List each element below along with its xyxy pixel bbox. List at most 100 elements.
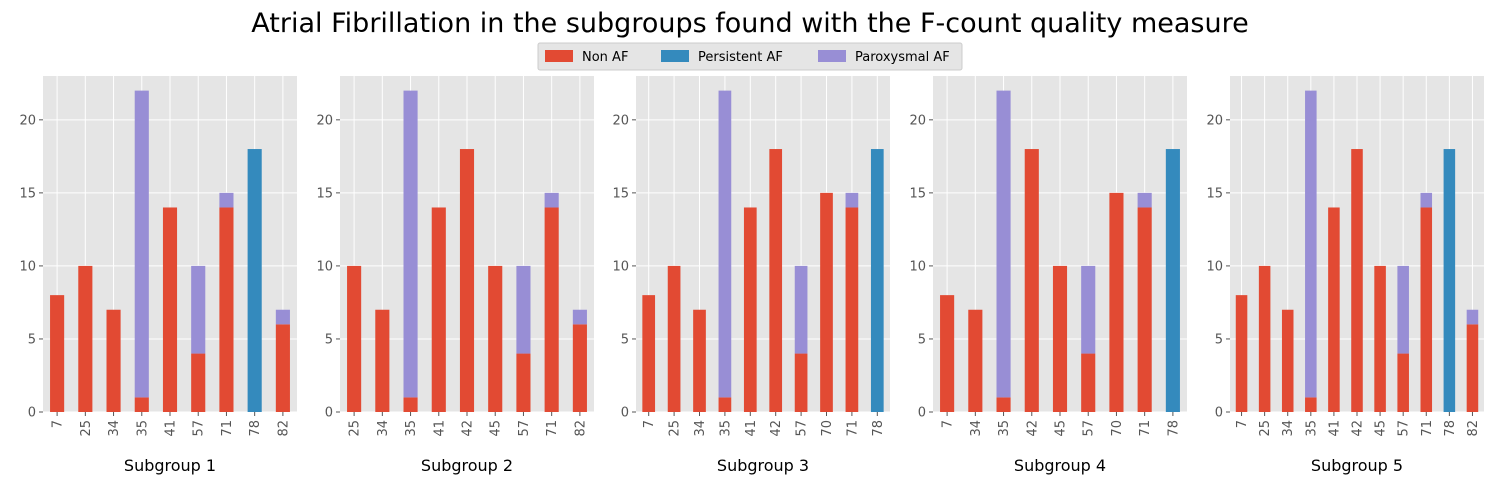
x-tick-label: 57 [1082,420,1097,437]
bar-non-af-82 [275,324,290,412]
bar-non-af-7 [1235,295,1248,412]
bar-non-af-35 [134,397,149,412]
x-tick-label: 82 [276,420,291,437]
x-tick-label: 45 [489,420,504,437]
bar-persistent-af-78 [1443,149,1456,413]
legend-entry-persistent-af: Persistent AF [661,50,783,65]
bar-non-af-45 [488,265,503,412]
x-tick-label: 41 [744,420,759,437]
bar-paroxysmal-af-82 [572,309,587,325]
bar-paroxysmal-af-57 [1397,265,1409,354]
y-tick-label: 10 [316,259,333,274]
x-tick-label: 41 [1327,420,1342,437]
y-tick-label: 15 [909,186,926,201]
x-tick-label: 82 [1466,420,1481,437]
bar-paroxysmal-af-71 [219,192,234,208]
legend-label-non-af: Non AF [582,50,628,65]
x-tick-label: 34 [969,420,984,437]
x-axis-label: Subgroup 5 [1311,456,1403,475]
bar-non-af-7 [50,295,65,412]
legend-entry-paroxysmal-af: Paroxysmal AF [818,50,950,65]
y-tick-label: 5 [1215,332,1223,347]
y-tick-label: 0 [621,406,629,421]
x-tick-label: 78 [871,420,886,437]
bar-non-af-42 [769,149,783,413]
bar-persistent-af-78 [870,149,884,413]
bar-non-af-35 [718,397,732,412]
x-axis-label: Subgroup 1 [124,456,216,475]
y-tick-label: 10 [19,259,36,274]
x-tick-label: 35 [135,420,150,437]
bar-non-af-57 [191,353,206,412]
x-tick-label: 82 [573,420,588,437]
bar-paroxysmal-af-35 [718,90,732,398]
bar-non-af-41 [1328,207,1340,412]
y-tick-label: 10 [909,259,926,274]
bar-non-af-25 [347,265,362,412]
x-tick-label: 34 [376,420,391,437]
x-tick-label: 34 [107,420,122,437]
x-tick-label: 7 [642,420,657,428]
bar-paroxysmal-af-57 [516,265,531,354]
y-tick-label: 5 [325,332,333,347]
x-tick-label: 7 [941,420,956,428]
bar-non-af-34 [375,309,390,412]
y-tick-label: 10 [1206,259,1223,274]
bar-paroxysmal-af-82 [275,309,290,325]
bar-non-af-25 [1258,265,1271,412]
bar-non-af-57 [516,353,531,412]
bar-non-af-34 [968,309,983,412]
x-tick-label: 57 [795,420,810,437]
x-tick-label: 57 [517,420,532,437]
x-tick-label: 35 [404,420,419,437]
bar-non-af-34 [1281,309,1294,412]
bar-non-af-35 [996,397,1011,412]
bar-non-af-42 [1351,149,1363,413]
bar-paroxysmal-af-57 [794,265,808,354]
legend-swatch-persistent-af [661,50,689,62]
y-tick-label: 20 [19,113,36,128]
y-tick-label: 15 [612,186,629,201]
panel-3: 0 5 10 15 20 7 25 34 35 41 42 57 70 71 78 Subgroup 3 [612,76,890,475]
bar-non-af-70 [1109,192,1124,412]
y-tick-label: 0 [325,406,333,421]
x-tick-label: 70 [1110,420,1125,437]
y-tick-label: 20 [612,113,629,128]
legend: Non AF Persistent AF Paroxysmal AF [537,42,963,71]
bar-paroxysmal-af-71 [1137,192,1152,208]
bar-non-af-42 [1024,149,1039,413]
bar-non-af-25 [667,265,681,412]
x-tick-label: 41 [432,420,447,437]
y-tick-label: 0 [918,406,926,421]
bar-non-af-71 [544,207,559,412]
bar-non-af-35 [1305,397,1317,412]
bar-paroxysmal-af-57 [191,265,206,354]
bar-non-af-57 [1081,353,1096,412]
legend-entry-non-af: Non AF [545,50,628,65]
bar-paroxysmal-af-57 [1081,265,1096,354]
x-tick-label: 71 [545,420,560,437]
chart-title: Atrial Fibrillation in the subgroups fou… [251,8,1248,39]
y-tick-label: 5 [918,332,926,347]
panel-5: 0 5 10 15 20 7 25 34 35 41 42 45 57 71 78 82 Subgroup 5 [1206,76,1484,475]
x-axis-label: Subgroup 2 [421,456,513,475]
x-tick-label: 71 [845,420,860,437]
bar-non-af-34 [106,309,121,412]
x-tick-label: 25 [1258,420,1273,437]
bar-non-af-57 [794,353,808,412]
x-tick-label: 71 [1420,420,1435,437]
x-tick-label: 78 [248,420,263,437]
y-tick-label: 15 [19,186,36,201]
bar-paroxysmal-af-35 [1305,90,1317,398]
bar-non-af-70 [820,192,833,412]
legend-label-persistent-af: Persistent AF [698,50,783,65]
bar-non-af-25 [78,265,93,412]
bar-paroxysmal-af-82 [1466,309,1479,325]
legend-swatch-paroxysmal-af [818,50,846,62]
x-axis-label: Subgroup 3 [717,456,809,475]
bar-non-af-45 [1052,265,1068,412]
x-tick-label: 78 [1166,420,1181,437]
x-tick-label: 78 [1443,420,1458,437]
x-tick-label: 7 [51,420,66,428]
bar-non-af-41 [431,207,446,412]
